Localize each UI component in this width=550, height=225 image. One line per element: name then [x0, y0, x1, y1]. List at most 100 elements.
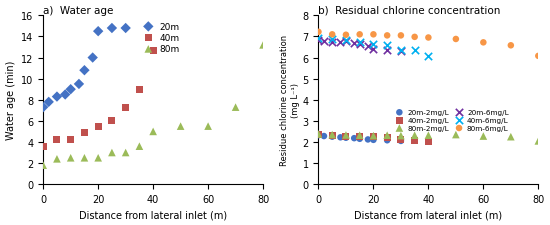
40m	[94, 125, 102, 128]
80m	[53, 157, 62, 161]
80m-6mg/L	[507, 44, 515, 48]
20m-2mg/L	[369, 138, 378, 142]
20m	[61, 93, 70, 97]
80m-6mg/L	[424, 36, 433, 40]
20m	[53, 95, 62, 99]
80m-6mg/L	[410, 36, 419, 40]
20m-6mg/L	[328, 41, 337, 45]
X-axis label: Distance from lateral inlet (m): Distance from lateral inlet (m)	[79, 209, 227, 219]
20m	[75, 83, 84, 86]
40m-2mg/L	[342, 135, 350, 138]
40m-2mg/L	[314, 133, 323, 137]
40m-6mg/L	[355, 41, 364, 45]
20m-2mg/L	[350, 137, 359, 140]
40m-6mg/L	[410, 49, 419, 53]
80m	[231, 106, 240, 109]
Text: b)  Residual chlorine concentration: b) Residual chlorine concentration	[318, 6, 501, 16]
20m-2mg/L	[383, 139, 392, 142]
20m-2mg/L	[355, 137, 364, 141]
80m	[107, 151, 116, 155]
20m-2mg/L	[336, 136, 345, 140]
40m-2mg/L	[355, 135, 364, 139]
40m	[80, 131, 89, 135]
20m	[80, 69, 89, 73]
80m-6mg/L	[369, 33, 378, 37]
40m	[121, 106, 130, 109]
80m	[94, 156, 102, 160]
40m	[148, 49, 157, 53]
Y-axis label: Residue chlorine concentration
(mg L⁻¹): Residue chlorine concentration (mg L⁻¹)	[280, 35, 300, 166]
80m-6mg/L	[383, 34, 392, 38]
20m-2mg/L	[328, 135, 337, 139]
80m	[204, 125, 212, 128]
20m-6mg/L	[336, 41, 345, 44]
80m-6mg/L	[397, 34, 405, 38]
20m-2mg/L	[314, 134, 323, 137]
20m-2mg/L	[364, 138, 372, 142]
20m-2mg/L	[342, 136, 350, 140]
20m	[121, 27, 130, 31]
40m-2mg/L	[383, 136, 392, 140]
80m-2mg/L	[452, 133, 460, 137]
40m-2mg/L	[328, 134, 337, 138]
80m	[80, 156, 89, 160]
80m-6mg/L	[314, 31, 323, 34]
40m-6mg/L	[314, 37, 323, 41]
80m-2mg/L	[314, 133, 323, 136]
80m-2mg/L	[534, 140, 543, 143]
80m-6mg/L	[342, 34, 350, 37]
20m-6mg/L	[364, 45, 372, 49]
40m	[107, 119, 116, 123]
40m-2mg/L	[424, 140, 433, 144]
20m-6mg/L	[397, 50, 405, 54]
20m-6mg/L	[355, 43, 364, 46]
40m	[135, 88, 144, 92]
40m-6mg/L	[424, 55, 433, 59]
Legend: 20m-2mg/L, 40m-2mg/L, 80m-2mg/L, 20m-6mg/L, 40m-6mg/L, 80m-6mg/L: 20m-2mg/L, 40m-2mg/L, 80m-2mg/L, 20m-6mg…	[389, 107, 512, 134]
20m	[94, 30, 102, 34]
80m-2mg/L	[383, 134, 392, 137]
20m	[45, 101, 53, 104]
80m	[121, 151, 130, 155]
80m-2mg/L	[410, 134, 419, 137]
80m-2mg/L	[507, 135, 515, 139]
40m-6mg/L	[342, 39, 350, 42]
40m-6mg/L	[383, 44, 392, 47]
80m	[176, 125, 185, 128]
X-axis label: Distance from lateral inlet (m): Distance from lateral inlet (m)	[354, 209, 503, 219]
20m-6mg/L	[369, 48, 378, 52]
40m-6mg/L	[328, 38, 337, 42]
80m	[67, 156, 75, 160]
80m-2mg/L	[369, 134, 378, 138]
80m	[39, 164, 48, 167]
40m-2mg/L	[410, 140, 419, 143]
40m-6mg/L	[369, 43, 378, 47]
80m	[135, 145, 144, 148]
Legend: 20m, 40m, 80m: 20m, 40m, 80m	[136, 19, 183, 58]
80m-2mg/L	[479, 135, 488, 138]
80m-6mg/L	[328, 33, 337, 37]
80m-6mg/L	[479, 41, 488, 45]
20m-6mg/L	[383, 49, 392, 53]
80m	[258, 44, 267, 47]
20m-6mg/L	[350, 42, 359, 46]
80m	[148, 130, 157, 134]
20m-2mg/L	[320, 135, 328, 138]
20m	[89, 56, 97, 60]
20m-6mg/L	[342, 40, 350, 44]
80m-6mg/L	[452, 38, 460, 42]
80m-2mg/L	[328, 133, 337, 137]
40m	[39, 145, 48, 148]
80m-6mg/L	[355, 33, 364, 37]
40m-2mg/L	[369, 135, 378, 139]
40m	[67, 138, 75, 142]
40m	[53, 138, 62, 142]
Y-axis label: Water age (min): Water age (min)	[6, 61, 15, 140]
Text: a)  Water age: a) Water age	[43, 6, 114, 16]
80m-6mg/L	[534, 55, 543, 58]
20m-6mg/L	[314, 39, 323, 42]
20m-2mg/L	[397, 140, 405, 143]
40m-2mg/L	[397, 138, 405, 142]
80m-2mg/L	[342, 134, 350, 137]
80m-2mg/L	[355, 134, 364, 137]
